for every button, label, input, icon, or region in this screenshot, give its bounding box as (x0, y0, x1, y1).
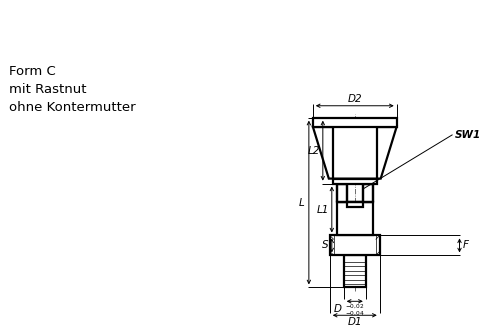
Polygon shape (333, 179, 376, 183)
Text: L1: L1 (316, 205, 329, 214)
Text: D1: D1 (348, 317, 362, 327)
Text: D2: D2 (348, 94, 362, 104)
Polygon shape (330, 236, 380, 255)
Text: mit Rastnut: mit Rastnut (8, 83, 86, 96)
Polygon shape (344, 255, 366, 287)
Polygon shape (347, 202, 362, 207)
Text: F: F (462, 241, 468, 250)
Text: L: L (299, 198, 305, 208)
Text: SW1: SW1 (454, 130, 481, 140)
Text: ohne Kontermutter: ohne Kontermutter (8, 101, 135, 114)
Text: L2: L2 (308, 146, 320, 156)
Polygon shape (337, 183, 347, 202)
Text: Form C: Form C (8, 65, 56, 78)
Polygon shape (313, 127, 396, 179)
Text: $D$: $D$ (334, 302, 343, 314)
Text: S: S (322, 241, 329, 250)
Text: $^{-0{,}02}_{-0{,}04}$: $^{-0{,}02}_{-0{,}04}$ (345, 302, 364, 317)
Polygon shape (337, 202, 372, 236)
Polygon shape (362, 183, 372, 202)
Polygon shape (313, 118, 396, 127)
